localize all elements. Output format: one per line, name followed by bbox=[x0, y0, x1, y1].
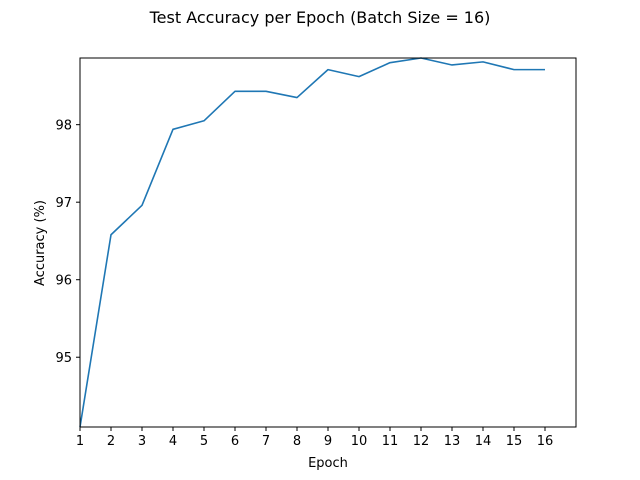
x-tick-label: 8 bbox=[293, 434, 301, 449]
x-tick-label: 3 bbox=[138, 434, 146, 449]
x-tick-label: 2 bbox=[107, 434, 115, 449]
x-tick-label: 1 bbox=[76, 434, 84, 449]
x-tick-label: 9 bbox=[324, 434, 332, 449]
x-tick-label: 6 bbox=[231, 434, 239, 449]
x-tick-label: 10 bbox=[351, 434, 368, 449]
x-tick-label: 12 bbox=[413, 434, 430, 449]
x-axis-ticks: 1 2 3 4 5 6 7 8 9 10 11 12 13 14 15 16 bbox=[76, 427, 553, 449]
x-tick-label: 16 bbox=[537, 434, 554, 449]
y-tick-label: 96 bbox=[55, 274, 72, 289]
x-tick-label: 15 bbox=[506, 434, 523, 449]
x-tick-label: 11 bbox=[382, 434, 399, 449]
x-tick-label: 4 bbox=[169, 434, 177, 449]
y-axis-ticks: 95 96 97 98 bbox=[55, 119, 80, 366]
x-axis-title: Epoch bbox=[308, 456, 348, 471]
chart-title: Test Accuracy per Epoch (Batch Size = 16… bbox=[149, 8, 491, 27]
plot-area bbox=[80, 58, 576, 427]
series-layer bbox=[79, 57, 545, 428]
plot-frame bbox=[79, 57, 577, 428]
x-tick-label: 14 bbox=[475, 434, 492, 449]
y-tick-label: 97 bbox=[55, 196, 72, 211]
x-tick-label: 5 bbox=[200, 434, 208, 449]
x-tick-label: 13 bbox=[444, 434, 461, 449]
y-axis-title: Accuracy (%) bbox=[33, 200, 48, 286]
series-line bbox=[79, 57, 545, 428]
y-tick-label: 95 bbox=[55, 351, 72, 366]
y-tick-label: 98 bbox=[55, 119, 72, 134]
x-tick-label: 7 bbox=[262, 434, 270, 449]
